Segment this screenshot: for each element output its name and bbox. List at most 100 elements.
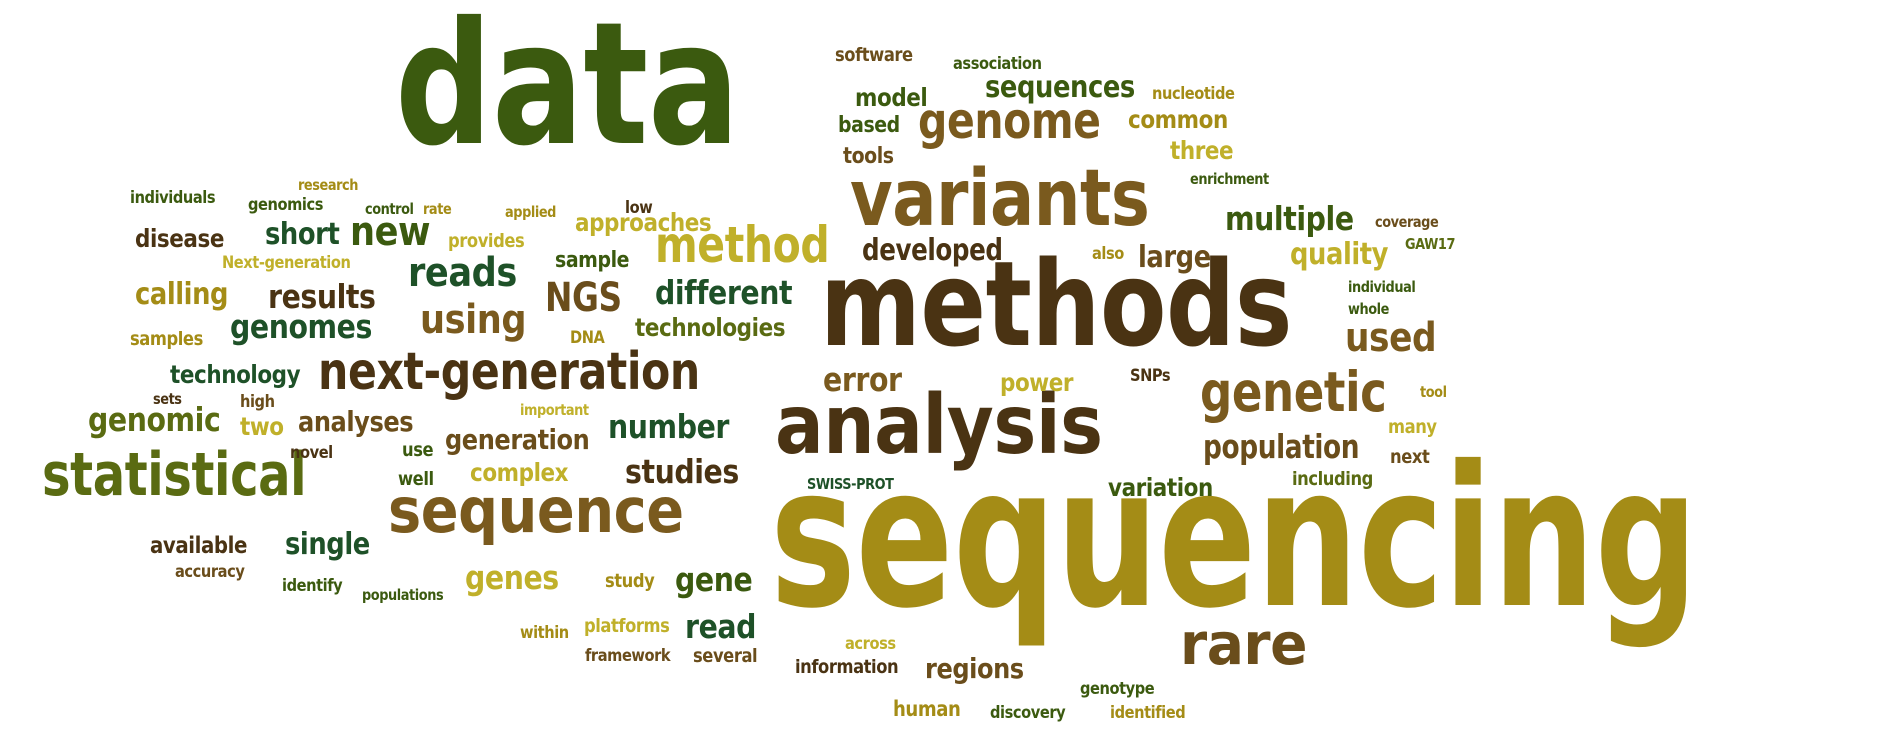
- word-well: well: [398, 468, 434, 490]
- word-read: read: [685, 607, 756, 646]
- word-sets: sets: [153, 390, 182, 408]
- word-statistical: statistical: [42, 440, 307, 510]
- word-many: many: [1388, 416, 1437, 438]
- word-rare: rare: [1180, 610, 1308, 678]
- word-SWISS-PROT: SWISS-PROT: [807, 475, 894, 493]
- word-important: important: [520, 401, 589, 419]
- word-provides: provides: [448, 230, 525, 252]
- word-analysis: analysis: [775, 378, 1103, 473]
- word-genotype: genotype: [1080, 679, 1155, 699]
- word-platforms: platforms: [584, 615, 670, 637]
- word-used: used: [1345, 315, 1437, 361]
- word-approaches: approaches: [575, 208, 712, 237]
- word-complex: complex: [470, 458, 569, 487]
- word-large: large: [1138, 240, 1211, 275]
- word-multiple: multiple: [1225, 199, 1354, 238]
- word-use: use: [402, 439, 434, 461]
- word-data: data: [395, 0, 740, 184]
- word-variants: variants: [850, 154, 1150, 244]
- word-methods: methods: [820, 235, 1293, 373]
- word-different: different: [655, 273, 793, 312]
- word-coverage: coverage: [1375, 213, 1439, 231]
- word-association: association: [953, 54, 1042, 74]
- word-developed: developed: [862, 233, 1003, 268]
- word-enrichment: enrichment: [1190, 170, 1269, 188]
- word-regions: regions: [925, 652, 1024, 685]
- word-applied: applied: [505, 203, 556, 221]
- word-sequences: sequences: [985, 70, 1135, 105]
- word-human: human: [893, 697, 961, 721]
- word-individuals: individuals: [130, 188, 216, 208]
- word-sample: sample: [555, 248, 630, 273]
- word-tools: tools: [843, 144, 894, 169]
- word-rate: rate: [423, 200, 452, 218]
- word-using: using: [420, 297, 527, 343]
- word-discovery: discovery: [990, 703, 1066, 723]
- word-several: several: [693, 645, 758, 667]
- word-genome: genome: [918, 92, 1101, 150]
- word-disease: disease: [135, 224, 225, 253]
- word-common: common: [1128, 105, 1228, 134]
- word-tool: tool: [1420, 383, 1447, 401]
- word-sequencing: sequencing: [770, 424, 1698, 651]
- word-genomics: genomics: [248, 195, 324, 215]
- word-research: research: [298, 176, 358, 194]
- word-based: based: [838, 113, 900, 138]
- word-three: three: [1170, 136, 1234, 165]
- word-model: model: [855, 83, 928, 112]
- word-low: low: [625, 198, 653, 218]
- word-genomic: genomic: [88, 400, 221, 439]
- word-including: including: [1292, 468, 1373, 490]
- word-control: control: [365, 200, 414, 218]
- word-identify: identify: [282, 576, 343, 596]
- word-analyses: analyses: [298, 405, 414, 438]
- word-identified: identified: [1110, 703, 1186, 723]
- word-technology: technology: [170, 360, 301, 389]
- word-within: within: [520, 623, 569, 643]
- word-new: new: [350, 209, 431, 255]
- word-method: method: [655, 216, 830, 274]
- word-next-generation: next-generation: [318, 342, 700, 402]
- word-software: software: [835, 44, 913, 66]
- word-DNA: DNA: [570, 328, 605, 348]
- word-error: error: [823, 360, 902, 399]
- word-samples: samples: [130, 328, 203, 350]
- word-variation: variation: [1108, 473, 1213, 502]
- word-information: information: [795, 656, 899, 678]
- word-genes: genes: [465, 558, 559, 597]
- word-Next-generation: Next-generation: [222, 253, 351, 273]
- word-across: across: [845, 634, 896, 654]
- word-GAW17: GAW17: [1405, 235, 1456, 253]
- word-studies: studies: [625, 452, 739, 491]
- word-available: available: [150, 533, 247, 559]
- word-whole: whole: [1348, 300, 1389, 318]
- word-high: high: [240, 392, 275, 412]
- word-two: two: [240, 412, 284, 441]
- word-quality: quality: [1290, 237, 1389, 272]
- word-generation: generation: [445, 423, 590, 456]
- word-genomes: genomes: [230, 307, 372, 346]
- word-sequence: sequence: [388, 474, 684, 547]
- word-technologies: technologies: [635, 313, 786, 342]
- word-accuracy: accuracy: [175, 562, 245, 582]
- word-SNPs: SNPs: [1130, 366, 1171, 386]
- word-results: results: [268, 277, 376, 316]
- word-genetic: genetic: [1200, 360, 1387, 424]
- word-NGS: NGS: [545, 275, 622, 321]
- word-reads: reads: [408, 250, 517, 296]
- word-also: also: [1092, 244, 1124, 264]
- word-power: power: [1000, 368, 1074, 397]
- word-framework: framework: [585, 646, 671, 666]
- word-novel: novel: [290, 443, 333, 463]
- word-population: population: [1203, 427, 1360, 466]
- word-calling: calling: [135, 277, 229, 312]
- word-short: short: [265, 217, 340, 252]
- word-nucleotide: nucleotide: [1152, 84, 1235, 104]
- word-populations: populations: [362, 586, 444, 604]
- word-number: number: [608, 407, 729, 446]
- word-single: single: [285, 527, 370, 562]
- word-next: next: [1390, 446, 1430, 468]
- word-individual: individual: [1348, 278, 1416, 296]
- word-study: study: [605, 570, 655, 592]
